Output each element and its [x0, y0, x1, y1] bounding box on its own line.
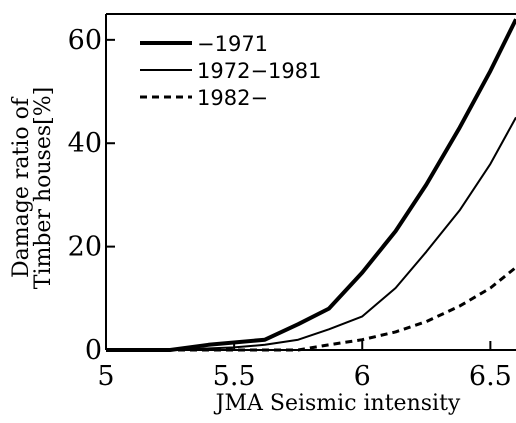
- legend: −1971 1972−1981 1982−: [140, 32, 321, 110]
- y-tick-label: 60: [68, 25, 102, 56]
- legend-label-2: 1982−: [197, 86, 268, 110]
- x-tick-label: 5: [97, 361, 114, 392]
- x-tick-label: 5.5: [213, 361, 256, 392]
- y-tick-label: 40: [68, 128, 102, 159]
- legend-label-1: 1972−1981: [197, 59, 321, 83]
- series-line-1: [106, 116, 516, 351]
- series-line-2: [106, 266, 516, 352]
- x-tick-label: 6.5: [469, 361, 512, 392]
- ticks: 5 5.5 6 6.5 0 20 40 60: [68, 25, 512, 392]
- y-axis-title-line1: Damage ratio of: [9, 96, 34, 278]
- y-tick-label: 0: [85, 335, 102, 366]
- y-tick-label: 20: [68, 232, 102, 263]
- series-line-0: [106, 18, 516, 352]
- axes-frame: [105, 13, 516, 351]
- legend-label-0: −1971: [197, 32, 268, 56]
- x-tick-label: 6: [354, 361, 371, 392]
- x-axis-title: JMA Seismic intensity: [214, 391, 461, 416]
- y-axis-title-line2: Timber houses[%]: [31, 87, 56, 289]
